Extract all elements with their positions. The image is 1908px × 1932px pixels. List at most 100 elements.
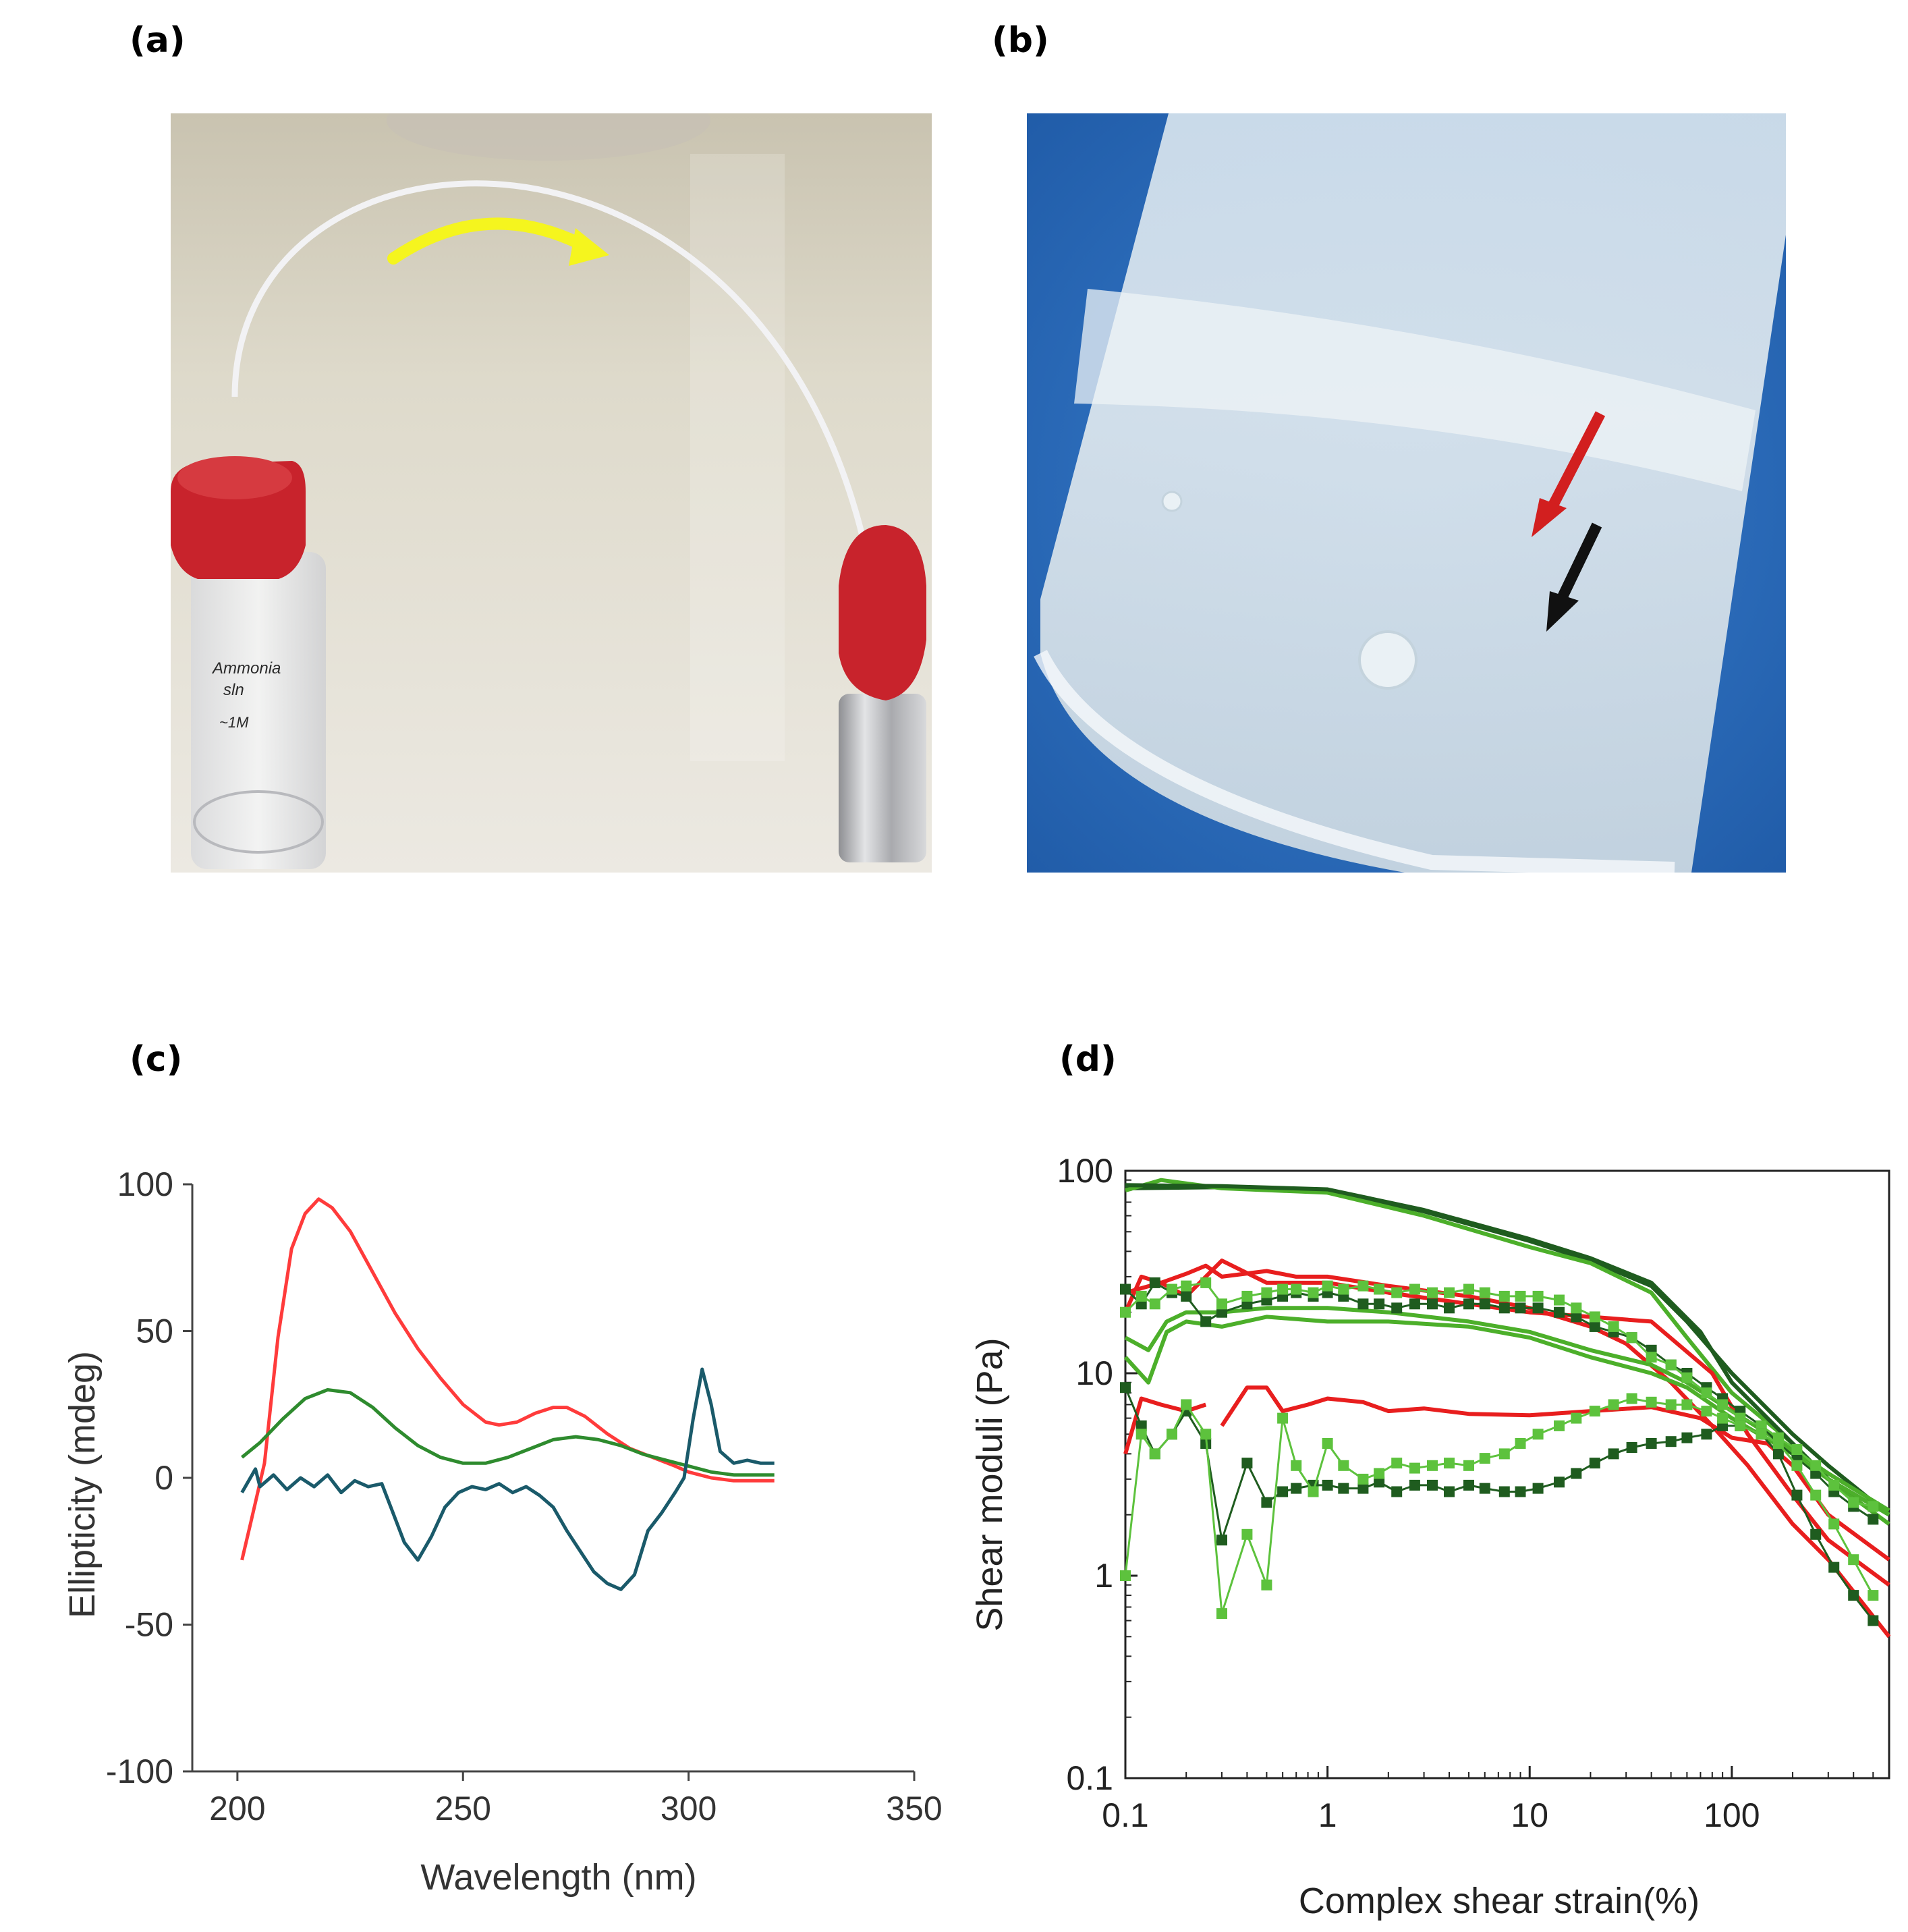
chart-d-point (1167, 1429, 1177, 1440)
chart-c-x-tick-label: 250 (435, 1790, 491, 1827)
chart-d-point (1608, 1399, 1619, 1410)
chart-d-point (1571, 1311, 1582, 1323)
chart-d-point (1216, 1306, 1227, 1318)
chart-d-point (1291, 1460, 1302, 1471)
chart-d-point (1181, 1290, 1192, 1302)
flow-arrow-icon (387, 217, 595, 265)
chart-d-point (1409, 1462, 1420, 1474)
chart-d-point (1291, 1284, 1302, 1295)
chart-d-point (1868, 1590, 1879, 1601)
chart-d-point (1135, 1429, 1147, 1440)
chart-d-point (1515, 1302, 1526, 1314)
chart-d-y-tick-label: 100 (1057, 1152, 1113, 1190)
chart-d-point (1291, 1483, 1302, 1494)
chart-d-axes (1124, 1169, 1890, 1779)
chart-c-y-tick-label: 50 (136, 1313, 173, 1350)
chart-d-point (1554, 1306, 1565, 1318)
chart-d-point (1515, 1290, 1526, 1302)
chart-d-point (1181, 1280, 1192, 1292)
chart-c-y-axis-label: Ellipticity (mdeg) (67, 1351, 103, 1618)
chart-d-point (1149, 1298, 1160, 1310)
chart-d-point (1479, 1287, 1490, 1298)
chart-d-point (1608, 1321, 1619, 1332)
chart-d-point (1681, 1372, 1693, 1383)
chart-d-point (1735, 1420, 1746, 1431)
panel-label-d: (d) (1059, 1039, 1117, 1080)
chart-d-ticks: 0.1 1 10 100 0.1 1 10 100 (1057, 1152, 1890, 1834)
panel-label-b: (b) (992, 20, 1049, 61)
chart-d-point (1532, 1302, 1544, 1314)
chart-c-series (240, 1197, 775, 1591)
chart-d-point (1181, 1399, 1192, 1410)
chart-d-point (1810, 1528, 1822, 1540)
chart-d-point (1427, 1287, 1438, 1298)
chart-d-point (1532, 1429, 1544, 1440)
chart-d-series-red-g-1 (1123, 1396, 1207, 1455)
chart-d-point (1357, 1298, 1369, 1310)
chart-d-point (1444, 1302, 1455, 1314)
chart-d-x-tick-label: 10 (1511, 1796, 1548, 1834)
vial-label-line-1: Ammonia (211, 659, 281, 678)
red-arrow-head-icon (1532, 498, 1567, 537)
chart-d-series-g-squares-light (1124, 1281, 1874, 1508)
chart-d-y-axis-label: Shear moduli (Pa) (970, 1337, 1010, 1631)
chart-d-x-tick-label: 0.1 (1102, 1796, 1149, 1834)
chart-d-point (1308, 1486, 1319, 1497)
chart-c-series-green (241, 1388, 775, 1477)
chart-d-point (1444, 1486, 1455, 1497)
chart-c-y-tick-label: -50 (125, 1606, 173, 1644)
chart-d-x-tick-label: 100 (1704, 1796, 1760, 1834)
chart-c-x-tick-label: 300 (661, 1790, 717, 1827)
chart-d-point (1791, 1460, 1803, 1471)
chart-d-point (1357, 1483, 1369, 1494)
chart-d-series-g-3 (1125, 1183, 1890, 1517)
chart-d-point (1589, 1321, 1600, 1332)
chart-d-point (1241, 1528, 1253, 1540)
chart-d-point (1665, 1399, 1677, 1410)
chart-d-point (1717, 1399, 1729, 1410)
panel-label-c: (c) (130, 1039, 183, 1080)
chart-d-point (1216, 1608, 1227, 1620)
chart-d-point (1515, 1486, 1526, 1497)
chart-d-point (1665, 1359, 1677, 1371)
chart-d-point (1479, 1453, 1490, 1464)
chart-d-point (1571, 1412, 1582, 1424)
chart-d-point (1498, 1290, 1510, 1302)
chart-d-point (1646, 1396, 1657, 1408)
chart-d-point (1391, 1486, 1403, 1497)
chart-d-point (1277, 1284, 1289, 1295)
chart-d-point (1498, 1448, 1510, 1460)
chart-d-point (1717, 1412, 1729, 1424)
chart-d-point (1848, 1497, 1859, 1508)
chart-d-point (1532, 1290, 1544, 1302)
chart-d-point (1149, 1448, 1160, 1460)
chart-d-point (1848, 1590, 1859, 1601)
chart-d-point (1756, 1420, 1767, 1431)
chart-d-point (1626, 1393, 1637, 1404)
chart-d-point (1646, 1352, 1657, 1363)
chart-d-frame (1124, 1169, 1890, 1779)
black-arrow-head-icon (1546, 591, 1579, 632)
chart-d-point (1665, 1436, 1677, 1447)
chart-d-point (1515, 1438, 1526, 1449)
chart-d-point (1810, 1489, 1822, 1501)
chart-d-point (1479, 1483, 1490, 1494)
chart-c-x-tick-label: 350 (886, 1790, 942, 1827)
chart-d-point (1868, 1514, 1879, 1525)
chart-d-point (1571, 1468, 1582, 1479)
chart-c-ticks: 200 250 300 350 -100 -50 0 50 100 (106, 1165, 943, 1827)
chart-d-point (1374, 1298, 1385, 1310)
red-arrow-icon (1541, 411, 1606, 521)
chart-d-y-tick-label: 10 (1075, 1354, 1113, 1392)
vial-label-line-3: ~1M (219, 714, 249, 731)
chart-d-point (1120, 1306, 1131, 1318)
chart-c-x-tick-label: 200 (209, 1790, 265, 1827)
chart-d-point (1589, 1406, 1600, 1417)
vial-cap-right (839, 525, 926, 700)
vial-bottom-edge (1034, 650, 1675, 873)
vial-label-line-2: sln (223, 681, 244, 699)
chart-d-point (1409, 1479, 1420, 1491)
bubble (1358, 630, 1418, 690)
chart-d-point (1791, 1444, 1803, 1455)
chart-d-point (1498, 1486, 1510, 1497)
